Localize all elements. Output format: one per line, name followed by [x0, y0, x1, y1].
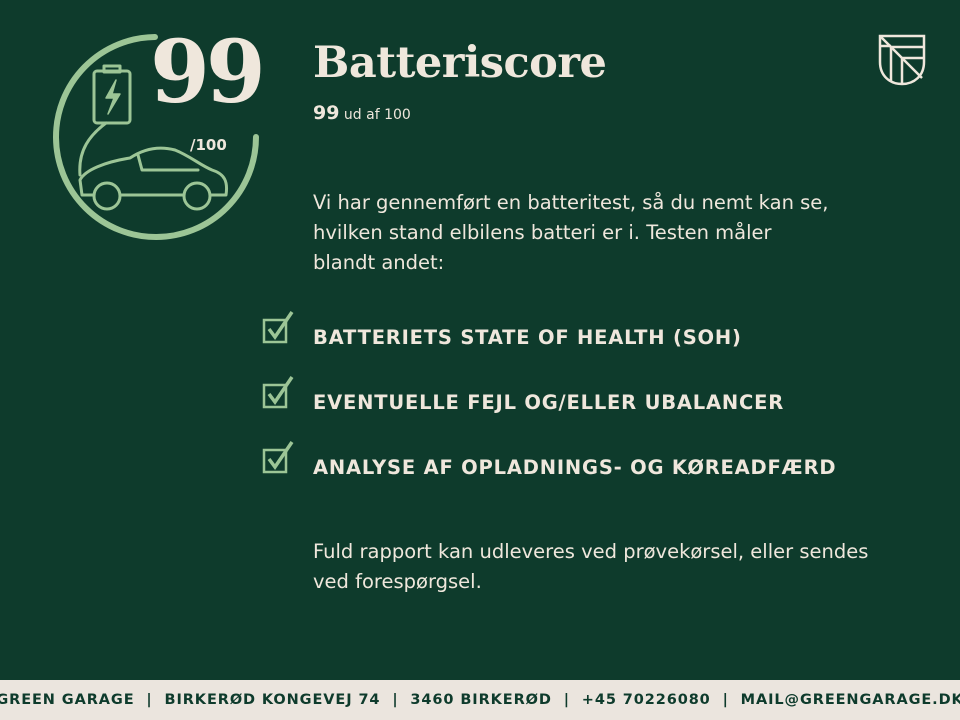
list-item-label: BATTERIETS STATE OF HEALTH (SOH)	[313, 326, 742, 349]
score-max: /100	[190, 136, 227, 154]
footer-contact: GREEN GARAGE | BIRKERØD KONGEVEJ 74 | 34…	[0, 692, 960, 708]
subtitle-score: 99	[313, 102, 340, 124]
checkbox-checked-icon	[262, 311, 294, 344]
checkbox-checked-icon	[262, 376, 294, 409]
shield-logo-icon	[878, 34, 926, 86]
checkbox-checked-icon	[262, 441, 294, 474]
list-item-label: EVENTUELLE FEJL OG/ELLER UBALANCER	[313, 391, 785, 414]
subtitle-suffix: ud af 100	[343, 107, 411, 123]
footer: GREEN GARAGE | BIRKERØD KONGEVEJ 74 | 34…	[0, 680, 960, 720]
score-value: 99	[150, 22, 266, 123]
score-subtitle: 99 ud af 100	[313, 102, 411, 124]
page-title: Batteriscore	[313, 38, 607, 88]
list-item-label: ANALYSE AF OPLADNINGS- OG KØREADFÆRD	[313, 456, 837, 479]
battery-car-icon	[53, 34, 259, 240]
intro-text: Vi har gennemført en batteritest, så du …	[313, 191, 829, 274]
outro-text: Fuld rapport kan udleveres ved prøvekørs…	[313, 540, 869, 593]
